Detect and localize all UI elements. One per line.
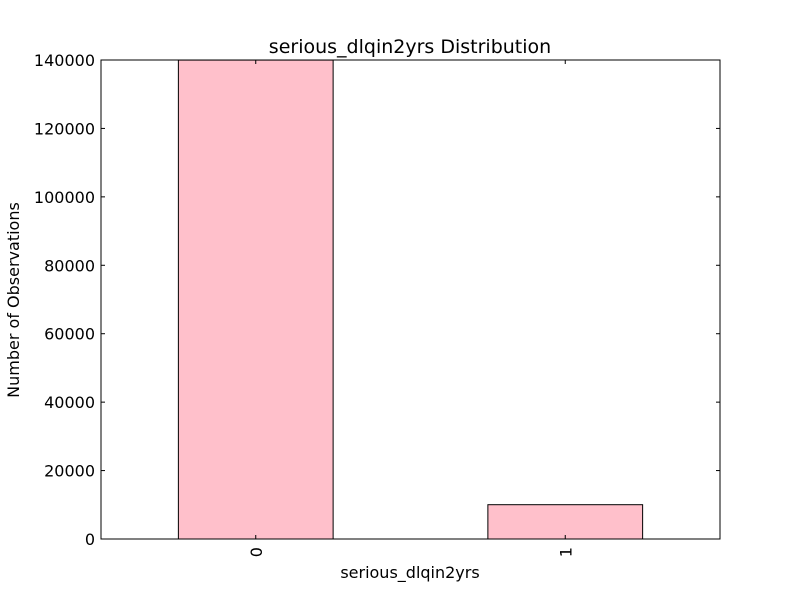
y-tick-label: 20000 <box>44 462 95 481</box>
x-axis-label: serious_dlqin2yrs <box>340 563 479 583</box>
y-tick-label: 60000 <box>44 325 95 344</box>
y-axis-label: Number of Observations <box>4 202 23 398</box>
y-tick-label: 100000 <box>34 188 95 207</box>
y-tick-label: 0 <box>85 530 95 549</box>
bar-0 <box>177 59 334 540</box>
bar-1 <box>487 504 644 540</box>
y-tick-label: 80000 <box>44 256 95 275</box>
bars-layer <box>177 59 644 540</box>
x-tick-label: 0 <box>247 547 266 557</box>
y-tick-label: 140000 <box>34 51 95 70</box>
chart-title: serious_dlqin2yrs Distribution <box>269 36 551 58</box>
y-tick-label: 40000 <box>44 393 95 412</box>
y-tick-label: 120000 <box>34 119 95 138</box>
y-axis-ticks: 0 20000 40000 60000 80000 100000 120000 140000 <box>34 51 720 549</box>
x-tick-label: 1 <box>556 547 575 557</box>
plot-frame <box>100 59 721 540</box>
